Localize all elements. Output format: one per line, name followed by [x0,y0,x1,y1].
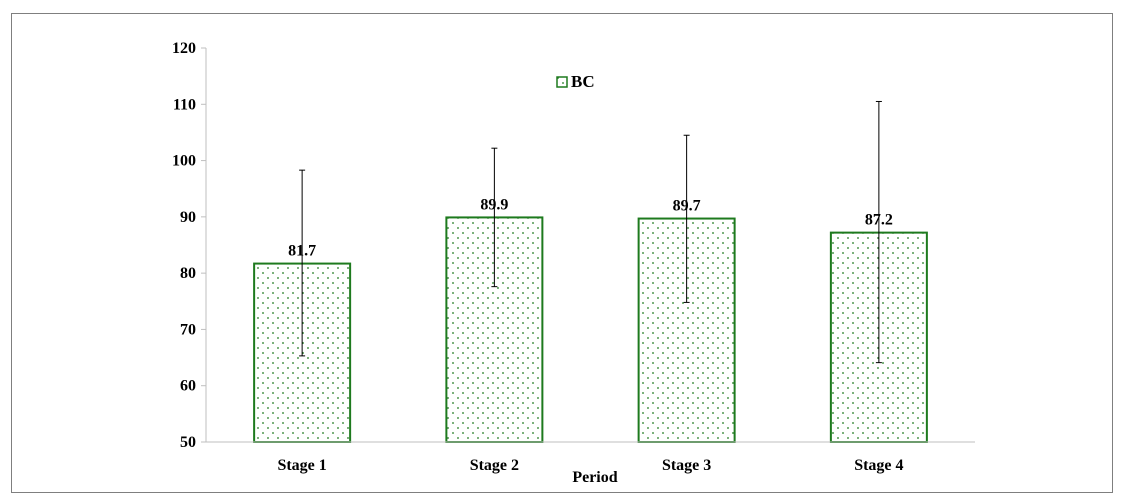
y-tick-label: 60 [180,378,196,395]
legend: BC [556,72,595,91]
bars: 81.7 89.9 89.7 87.2 [253,100,928,443]
x-axis: Stage 1 Stage 2 Stage 3 Stage 4 [206,441,975,474]
x-tick-label: Stage 4 [854,457,903,474]
y-tick-label: 100 [172,153,196,170]
y-axis: 50 60 70 80 90 100 110 120 [172,40,207,451]
data-label: 87.2 [865,212,893,229]
x-axis-title: Period [572,469,617,486]
x-tick-label: Stage 2 [470,457,519,474]
y-tick-label: 110 [173,96,196,113]
legend-label: BC [571,72,595,91]
y-tick-label: 80 [180,265,196,282]
legend-swatch [556,76,568,88]
x-tick-label: Stage 1 [277,457,326,474]
y-tick-label: 120 [172,40,196,57]
y-tick-label: 90 [180,209,196,226]
data-label: 89.7 [673,198,701,215]
chart-frame [11,13,1113,493]
y-tick-label: 50 [180,434,196,451]
data-label: 89.9 [480,196,508,213]
x-tick-label: Stage 3 [662,457,711,474]
y-tick-label: 70 [180,321,196,338]
data-label: 81.7 [288,243,316,260]
